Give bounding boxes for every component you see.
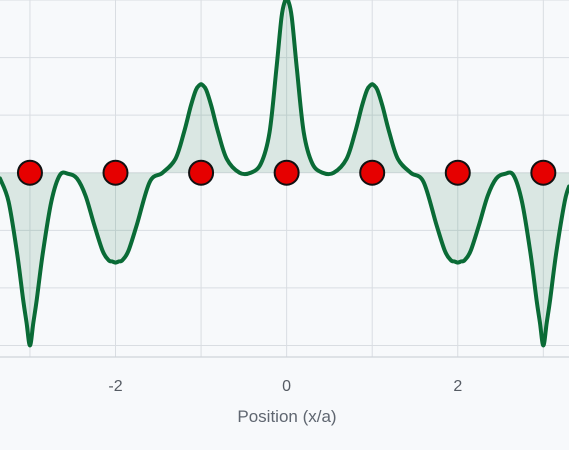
marker-layer bbox=[16, 159, 557, 186]
x-tick-label: 0 bbox=[282, 378, 291, 395]
data-point bbox=[444, 159, 471, 186]
data-point bbox=[188, 159, 215, 186]
x-tick-label: 2 bbox=[453, 378, 462, 395]
curve-line bbox=[0, 0, 569, 348]
x-axis-label: Position (x/a) bbox=[237, 407, 336, 426]
axis-layer: -2 0 2 bbox=[0, 356, 569, 395]
data-point bbox=[530, 159, 557, 186]
line-layer bbox=[0, 0, 569, 348]
data-point bbox=[359, 159, 386, 186]
data-point bbox=[102, 159, 129, 186]
x-tick-label: -2 bbox=[108, 378, 122, 395]
data-point bbox=[16, 159, 43, 186]
data-point bbox=[273, 159, 300, 186]
